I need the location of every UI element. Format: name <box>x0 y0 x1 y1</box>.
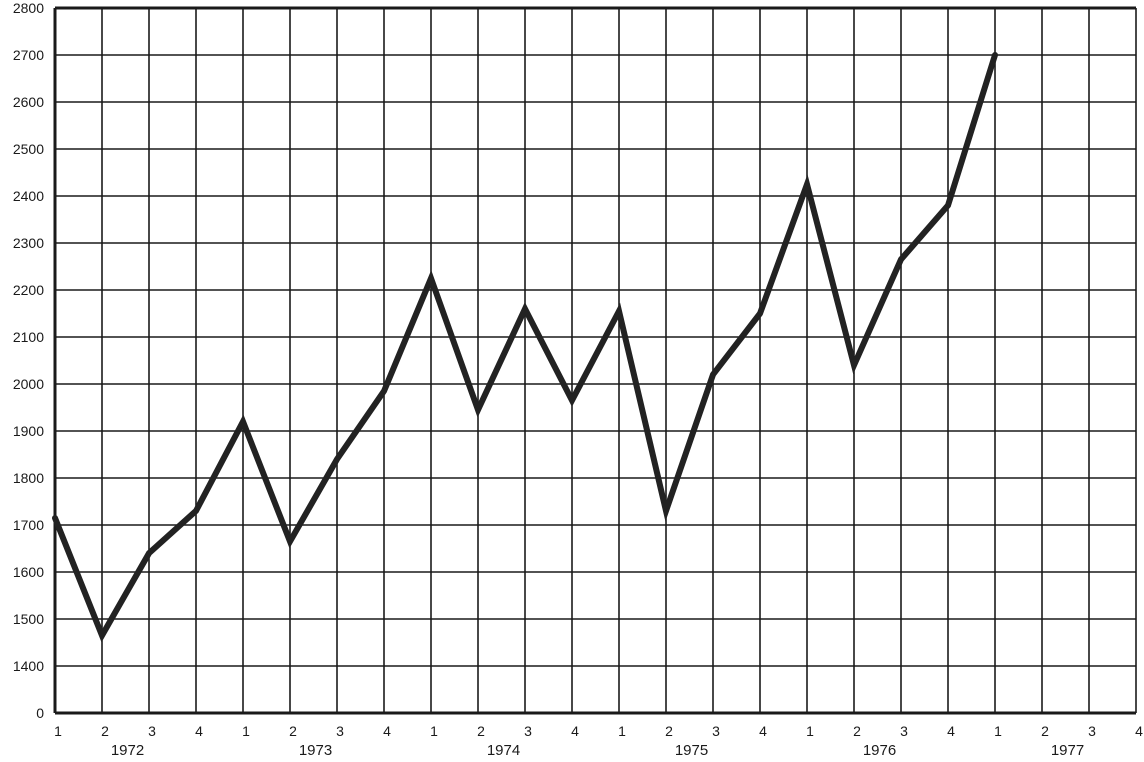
y-tick-label: 1400 <box>13 658 44 674</box>
x-axis-year-labels: 1972 1973 1974 1975 1976 1977 <box>111 742 1084 759</box>
data-point <box>757 310 763 317</box>
data-point <box>334 456 340 462</box>
x-tick-label: 1 <box>430 723 438 739</box>
y-tick-label: 2700 <box>13 47 44 63</box>
y-tick-label: 1700 <box>13 517 44 533</box>
x-year-label: 1977 <box>1051 742 1084 759</box>
y-tick-label: 2300 <box>13 235 44 251</box>
x-tick-label: 1 <box>242 723 250 739</box>
x-tick-label: 2 <box>289 723 297 739</box>
x-tick-label: 1 <box>54 723 62 739</box>
data-point <box>898 256 904 262</box>
y-tick-label: 1800 <box>13 470 44 486</box>
x-year-label: 1972 <box>111 742 144 759</box>
data-point <box>992 52 998 58</box>
x-tick-label: 4 <box>947 723 955 739</box>
data-point <box>99 632 105 639</box>
data-point <box>240 419 246 425</box>
y-tick-label: 1900 <box>13 423 44 439</box>
data-point <box>146 550 152 556</box>
x-tick-label: 2 <box>477 723 485 739</box>
y-tick-label: 0 <box>36 705 44 721</box>
x-tick-label: 4 <box>383 723 391 739</box>
data-point <box>428 275 434 281</box>
x-tick-label: 1 <box>806 723 814 739</box>
x-year-label: 1975 <box>675 742 708 759</box>
x-year-label: 1974 <box>487 742 520 759</box>
data-point <box>569 397 575 403</box>
data-point <box>193 508 199 514</box>
x-year-label: 1973 <box>299 742 332 759</box>
y-tick-label: 2000 <box>13 376 44 392</box>
x-tick-label: 4 <box>1135 723 1143 739</box>
data-point <box>804 181 810 187</box>
x-axis-quarter-labels: 1 2 3 4 1 2 3 4 1 2 3 4 1 2 3 4 1 2 3 4 1 2 3 4 <box>54 723 1143 739</box>
data-point <box>475 407 481 413</box>
data-point <box>663 508 669 514</box>
data-point <box>287 538 293 545</box>
x-year-label: 1976 <box>863 742 896 759</box>
x-tick-label: 3 <box>524 723 532 739</box>
y-tick-label: 2400 <box>13 188 44 204</box>
x-tick-label: 3 <box>900 723 908 739</box>
data-point <box>522 306 528 312</box>
data-point <box>616 308 622 314</box>
data-point <box>381 388 387 394</box>
x-tick-label: 2 <box>101 723 109 739</box>
x-tick-label: 2 <box>853 723 861 739</box>
series-layer <box>52 52 998 643</box>
x-tick-label: 2 <box>665 723 673 739</box>
y-tick-label: 2600 <box>13 94 44 110</box>
x-tick-label: 1 <box>618 723 626 739</box>
x-tick-label: 4 <box>571 723 579 739</box>
x-tick-label: 4 <box>195 723 203 739</box>
x-tick-label: 3 <box>336 723 344 739</box>
data-point <box>710 372 716 378</box>
x-tick-label: 4 <box>759 723 767 739</box>
y-tick-label: 2100 <box>13 329 44 345</box>
y-tick-label: 2500 <box>13 141 44 157</box>
y-tick-label: 1600 <box>13 564 44 580</box>
data-point <box>945 202 951 208</box>
x-tick-label: 3 <box>148 723 156 739</box>
data-point <box>851 362 857 368</box>
x-tick-label: 1 <box>994 723 1002 739</box>
x-tick-label: 3 <box>712 723 720 739</box>
x-tick-label: 3 <box>1088 723 1096 739</box>
chart-grid <box>53 6 1137 715</box>
y-tick-label: 2200 <box>13 282 44 298</box>
data-point <box>52 515 58 521</box>
y-tick-label: 1500 <box>13 611 44 627</box>
y-axis-tick-labels: 0 1400 1500 1600 1700 1800 1900 2000 2100 2200 230… <box>13 0 44 721</box>
x-tick-label: 2 <box>1041 723 1049 739</box>
y-tick-label: 2800 <box>13 0 44 16</box>
